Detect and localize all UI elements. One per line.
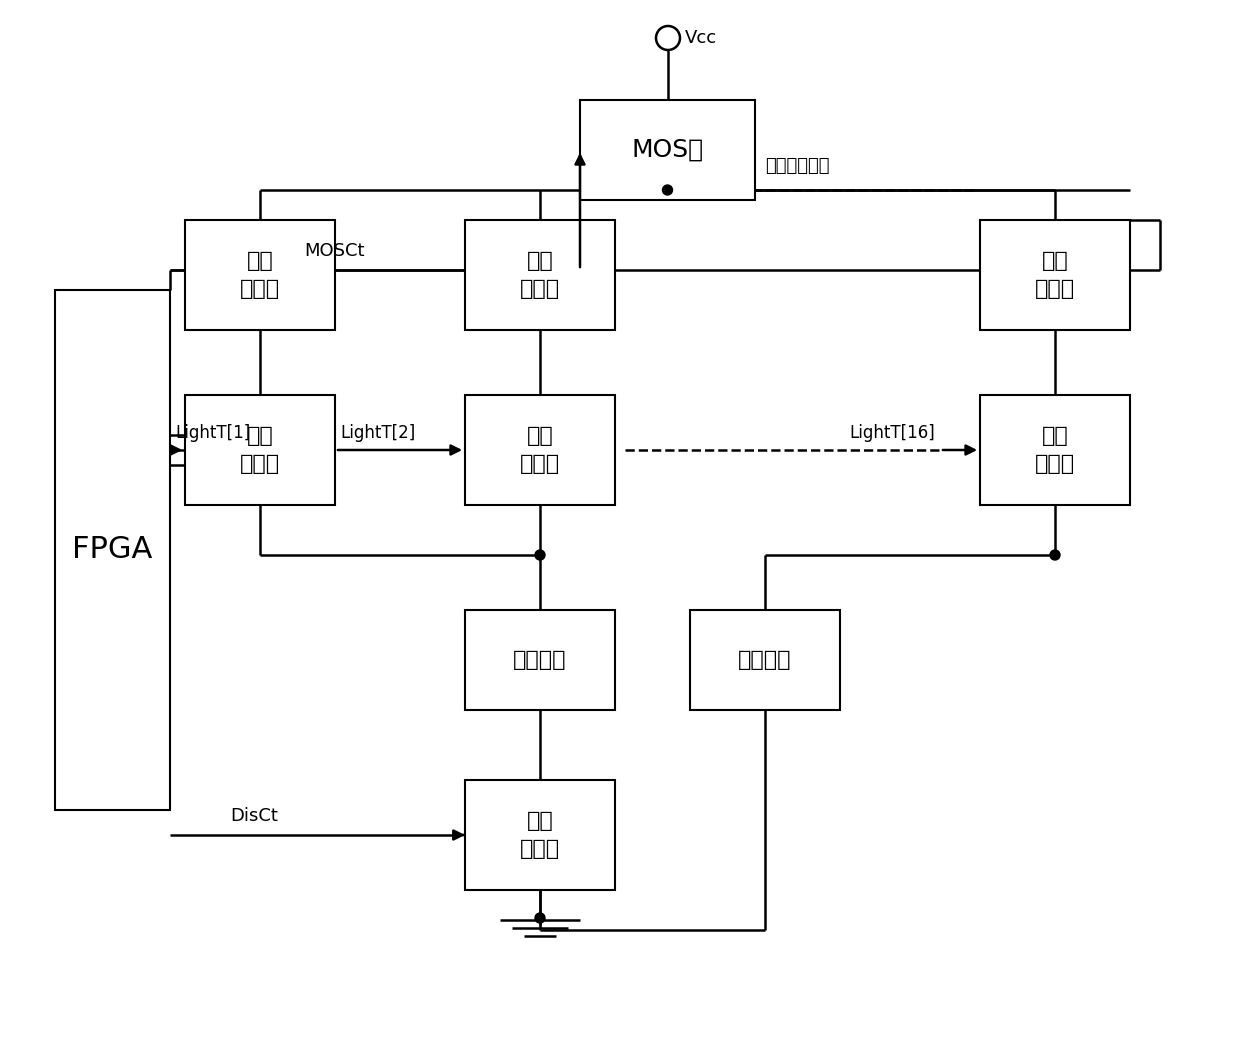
Circle shape: [534, 550, 546, 560]
Text: 十六路发射管: 十六路发射管: [765, 157, 830, 176]
Bar: [465, 610, 615, 710]
Bar: [980, 395, 1130, 504]
Bar: [465, 780, 615, 890]
Text: 距离
三极管: 距离 三极管: [520, 811, 560, 859]
Text: 导通
三极管: 导通 三极管: [1035, 426, 1075, 474]
Text: LightT[2]: LightT[2]: [340, 424, 415, 442]
Bar: [580, 100, 755, 200]
Text: 导通
三极管: 导通 三极管: [239, 426, 280, 474]
Circle shape: [1050, 550, 1060, 560]
Text: MOS管: MOS管: [631, 138, 703, 162]
Text: 远端电阻: 远端电阻: [513, 650, 567, 669]
Text: FPGA: FPGA: [72, 536, 153, 564]
Text: Vcc: Vcc: [684, 29, 717, 47]
Bar: [980, 220, 1130, 330]
Circle shape: [534, 913, 546, 923]
Bar: [465, 395, 615, 504]
Text: 导通
三极管: 导通 三极管: [520, 426, 560, 474]
Text: 近端电阻: 近端电阻: [738, 650, 792, 669]
Bar: [55, 290, 170, 810]
Text: LightT[1]: LightT[1]: [175, 424, 250, 442]
Text: MOSCt: MOSCt: [305, 242, 366, 260]
Text: 红外
发射管: 红外 发射管: [239, 251, 280, 298]
Bar: [185, 220, 335, 330]
Circle shape: [662, 185, 672, 195]
Bar: [185, 395, 335, 504]
Text: 红外
发射管: 红外 发射管: [520, 251, 560, 298]
Text: LightT[16]: LightT[16]: [849, 424, 935, 442]
Bar: [689, 610, 839, 710]
Text: DisCt: DisCt: [229, 807, 278, 825]
Bar: [465, 220, 615, 330]
Text: 红外
发射管: 红外 发射管: [1035, 251, 1075, 298]
